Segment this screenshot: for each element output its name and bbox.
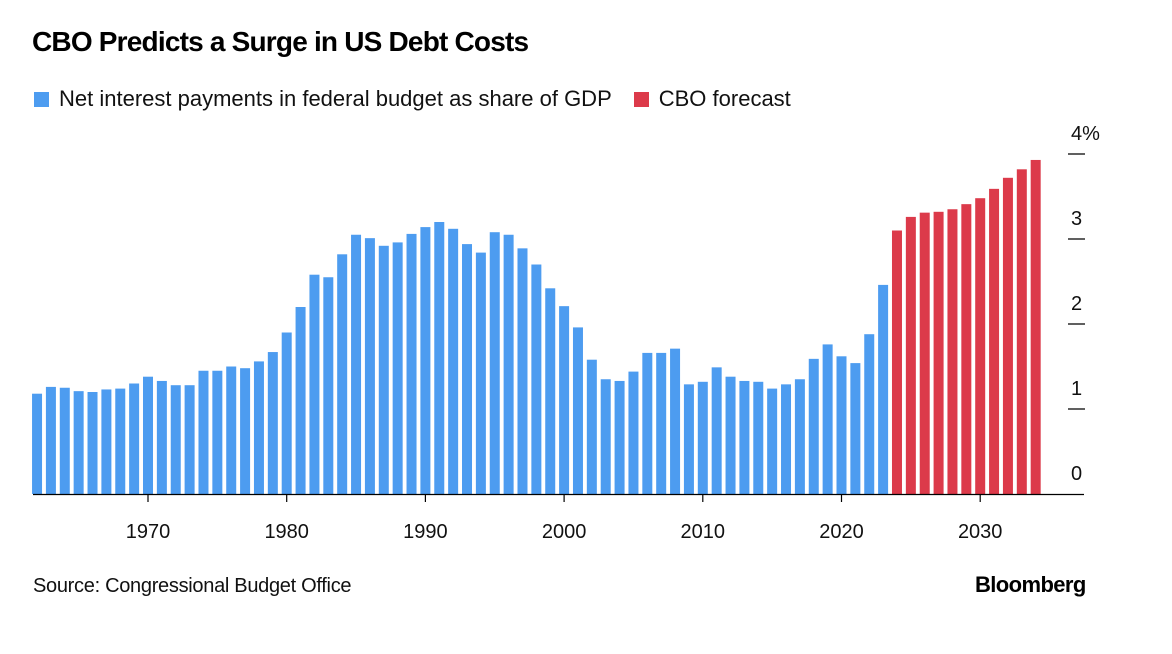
bar-actual-2015 — [767, 388, 778, 494]
legend-swatch-net-interest — [34, 91, 49, 107]
bar-actual-2010 — [697, 381, 708, 494]
bar-actual-1963 — [45, 386, 56, 494]
y-tick-label-3: 3 — [1071, 208, 1082, 230]
legend-item-cbo-forecast: CBO forecast — [633, 86, 791, 112]
bar-actual-1965 — [73, 391, 84, 494]
bar-actual-1967 — [101, 389, 112, 494]
bar-actual-1998 — [531, 264, 542, 494]
bar-actual-2016 — [781, 384, 792, 494]
bar-actual-1985 — [351, 234, 362, 494]
bar-actual-2005 — [628, 371, 639, 494]
y-tick-label-2: 2 — [1071, 293, 1082, 315]
x-tick-label-2010: 2010 — [681, 521, 726, 543]
bar-actual-1978 — [253, 361, 264, 494]
source-note: Source: Congressional Budget Office — [33, 575, 352, 597]
bar-forecast-2024 — [891, 230, 902, 494]
bar-actual-1972 — [170, 385, 181, 494]
bar-actual-2014 — [753, 381, 764, 494]
bar-forecast-2028 — [947, 209, 958, 494]
bar-actual-1976 — [226, 366, 237, 494]
bar-actual-2003 — [600, 379, 611, 494]
legend-swatch-cbo-forecast — [633, 91, 649, 107]
bar-actual-1988 — [392, 242, 403, 494]
bar-actual-1979 — [267, 352, 278, 494]
bar-actual-1966 — [87, 392, 98, 494]
bar-actual-2017 — [794, 379, 805, 494]
bar-actual-2021 — [850, 363, 861, 494]
bar-forecast-2032 — [1002, 177, 1013, 495]
legend-label-net-interest: Net interest payments in federal budget … — [59, 86, 612, 111]
bar-actual-1969 — [129, 383, 140, 494]
y-tick-label-4: 4% — [1071, 123, 1100, 145]
bar-actual-2001 — [572, 327, 583, 494]
bar-actual-1962 — [32, 393, 43, 494]
bar-forecast-2026 — [919, 212, 930, 494]
bar-actual-2022 — [864, 334, 875, 494]
bar-actual-2004 — [614, 380, 625, 494]
bar-forecast-2027 — [933, 211, 944, 495]
bar-actual-1999 — [545, 288, 556, 494]
bar-actual-1974 — [198, 370, 209, 494]
bar-actual-1983 — [323, 277, 334, 494]
bar-actual-1981 — [295, 307, 306, 494]
bar-forecast-2034 — [1030, 159, 1041, 494]
bar-actual-1980 — [281, 332, 292, 494]
bar-actual-2018 — [808, 358, 819, 494]
bar-actual-2011 — [711, 367, 722, 494]
bar-actual-1990 — [420, 227, 431, 494]
bar-actual-2009 — [683, 384, 694, 494]
bar-actual-1982 — [309, 274, 320, 494]
bar-actual-1975 — [212, 370, 223, 494]
bar-actual-1996 — [503, 234, 514, 494]
bar-actual-2019 — [822, 344, 833, 494]
bar-forecast-2025 — [905, 216, 916, 494]
x-tick-label-2000: 2000 — [542, 521, 587, 543]
bar-actual-1977 — [240, 368, 251, 494]
legend-item-net-interest: Net interest payments in federal budget … — [34, 86, 612, 112]
bar-actual-1993 — [462, 244, 473, 494]
bar-actual-1992 — [448, 228, 459, 495]
bar-actual-1984 — [337, 254, 348, 494]
bar-actual-1987 — [378, 245, 389, 494]
x-tick-label-2030: 2030 — [958, 521, 1003, 543]
bar-actual-2007 — [656, 352, 667, 494]
bar-actual-1991 — [434, 222, 445, 494]
bloomberg-logo: Bloomberg — [975, 572, 1086, 597]
bars-group — [32, 159, 1041, 495]
bar-actual-2000 — [559, 306, 570, 494]
x-tick-label-1970: 1970 — [126, 521, 171, 543]
bar-actual-1971 — [156, 380, 167, 494]
bar-actual-1997 — [517, 248, 528, 494]
bar-actual-2006 — [642, 352, 653, 494]
bar-forecast-2029 — [961, 204, 972, 494]
y-tick-label-1: 1 — [1071, 378, 1082, 400]
x-tick-label-1990: 1990 — [403, 521, 448, 543]
legend: Net interest payments in federal budget … — [34, 86, 813, 112]
bar-actual-2008 — [670, 348, 681, 494]
x-tick-label-1980: 1980 — [264, 521, 309, 543]
bar-forecast-2031 — [989, 188, 1000, 494]
axes-group: 1970 1980 1990 2000 2010 2020 2030 0 1 2 3 4% — [33, 123, 1100, 543]
x-tick-label-2020: 2020 — [819, 521, 864, 543]
bar-actual-1995 — [489, 232, 500, 494]
bar-actual-1973 — [184, 385, 195, 494]
bar-actual-2020 — [836, 356, 847, 494]
bar-actual-1989 — [406, 233, 417, 494]
bar-actual-1994 — [475, 252, 486, 494]
bar-actual-1968 — [115, 388, 126, 494]
bar-forecast-2030 — [975, 198, 986, 494]
bar-actual-2002 — [586, 359, 597, 494]
legend-label-cbo-forecast: CBO forecast — [658, 86, 791, 111]
bar-actual-1970 — [143, 376, 153, 494]
y-tick-label-0: 0 — [1071, 463, 1082, 485]
bar-actual-2013 — [739, 380, 750, 494]
bar-actual-1964 — [59, 387, 70, 494]
bar-actual-2023 — [878, 284, 889, 494]
bar-forecast-2033 — [1016, 169, 1027, 495]
bar-actual-1986 — [364, 238, 375, 494]
chart-title: CBO Predicts a Surge in US Debt Costs — [32, 26, 529, 57]
bar-actual-2012 — [725, 376, 736, 494]
